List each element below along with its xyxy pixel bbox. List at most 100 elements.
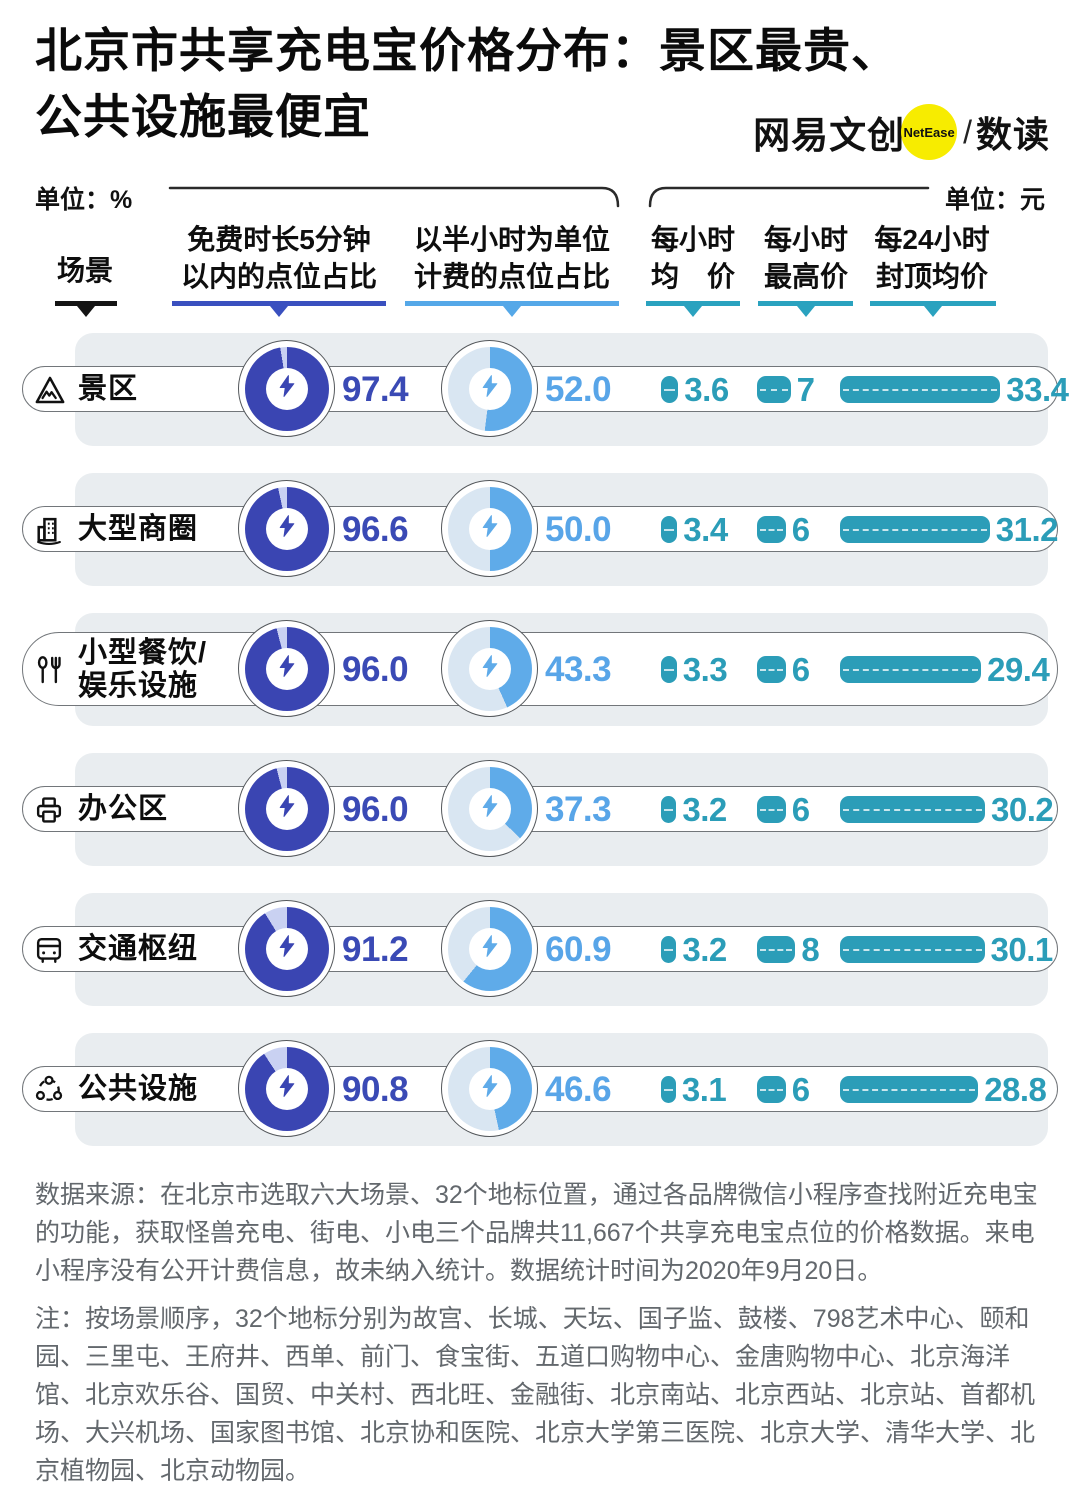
lightning-bolt-icon [275,934,299,963]
group-brackets [168,186,930,208]
pct-half-value: 46.6 [545,1069,612,1109]
price-bar [661,1076,676,1103]
pie-halfhour [441,900,538,997]
hour-avg-bar-group: 3.6 [661,333,729,446]
rule-hour-max [758,301,853,317]
note-text: 注：按场景顺序，32个地标分别为故宫、长城、天坛、国子监、鼓楼、798艺术中心、… [35,1305,1036,1485]
pct-half-value: 52.0 [545,369,612,409]
data-source-text: 数据来源：在北京市选取六大场景、32个地标位置，通过各品牌微信小程序查找附近充电… [35,1181,1038,1285]
scene-row: 小型餐饮/娱乐设施 96.0 43.3 3.3 6 29.4 [0,613,1080,726]
pie-halfhour [441,1040,538,1137]
rule-cap-avg [870,301,996,317]
lightning-bolt-icon [478,934,502,963]
column-header-hour-max: 每小时 最高价 [763,224,848,292]
pct-free-value: 91.2 [342,929,409,969]
rule-free5min [172,301,386,317]
lightning-bolt-icon [275,374,299,403]
column-header-halfhour: 以半小时为单位 计费的点位占比 [413,224,610,292]
scene-row: 公共设施 90.8 46.6 3.1 6 28.8 [0,1033,1080,1146]
price-bar [661,376,679,403]
pie-free5min [238,620,335,717]
lightning-bolt-icon [478,514,502,543]
lightning-bolt-icon [275,1074,299,1103]
scene-row: 办公区 96.0 37.3 3.2 6 30.2 [0,753,1080,866]
price-bar [661,936,677,963]
hour-max-bar-group: 8 [757,893,820,1006]
price-bar [840,936,985,963]
lightning-bolt-icon [275,794,299,823]
scene-label: 小型餐饮/娱乐设施 [78,636,208,702]
rule-halfhour [405,301,619,317]
pct-half-value: 37.3 [545,789,612,829]
hour-max-bar-group: 6 [757,473,810,586]
lightning-bolt-icon [275,514,299,543]
price-bar [757,656,786,683]
pct-free-value: 97.4 [342,369,409,409]
price-value: 6 [791,790,810,828]
netease-badge-icon: NetEase [901,104,958,160]
pie-halfhour [441,760,538,857]
footer: 数据来源：在北京市选取六大场景、32个地标位置，通过各品牌微信小程序查找附近充电… [35,1176,1047,1490]
price-bar [840,516,990,543]
price-value: 33.4 [1006,370,1069,408]
scene-row: 景区 97.4 52.0 3.6 7 33.4 [0,333,1080,446]
price-value: 3.6 [684,370,729,408]
pct-half-value: 60.9 [545,929,612,969]
price-bar [661,656,677,683]
price-value: 3.2 [682,930,727,968]
price-value: 30.2 [991,790,1054,828]
scene-label: 办公区 [78,793,169,825]
hour-avg-bar-group: 3.2 [661,753,727,866]
price-value: 31.2 [995,510,1059,548]
price-value: 29.4 [987,650,1050,688]
printer-icon [33,753,65,866]
price-value: 6 [791,650,810,688]
title-line-1: 北京市共享充电宝价格分布：景区最贵、 [35,24,899,77]
lightning-bolt-icon [275,654,299,683]
price-value: 3.1 [681,1070,727,1108]
hour-max-bar-group: 6 [757,613,810,726]
pct-free-value: 96.6 [342,509,409,549]
dining-icon [33,613,65,726]
bus-icon [33,893,65,1006]
pie-halfhour [441,620,538,717]
logo-product-text: 数读 [975,114,1050,155]
price-bar [840,1076,979,1103]
pct-half-value: 43.3 [545,649,612,689]
hour-max-bar-group: 6 [757,753,810,866]
mountain-icon [33,333,67,446]
rule-scene [55,301,117,317]
price-bar [840,376,1001,403]
hour-max-bar-group: 7 [757,333,815,446]
price-value: 6 [791,510,810,548]
hour-avg-bar-group: 3.3 [661,613,728,726]
price-value: 6 [791,1070,810,1108]
price-bar [661,796,677,823]
logo-separator: / [963,113,972,150]
price-bar [840,656,982,683]
price-bar [757,1076,786,1103]
scene-label: 大型商圈 [78,513,199,545]
hour-max-bar-group: 6 [757,1033,810,1146]
cap-avg-bar-group: 30.1 [840,893,1053,1006]
price-bar [661,516,678,543]
lightning-bolt-icon [478,654,502,683]
rule-hour-avg [646,301,740,317]
cap-avg-bar-group: 31.2 [840,473,1059,586]
lightning-bolt-icon [478,1074,502,1103]
column-header-free5min: 免费时长5分钟 以内的点位占比 [180,224,377,292]
column-header-hour-avg: 每小时 均 价 [650,224,735,292]
scene-label: 交通枢纽 [78,933,199,965]
scene-label: 公共设施 [78,1073,199,1105]
price-bar [757,796,786,823]
title-line-2: 公共设施最便宜 [35,90,371,143]
pct-half-value: 50.0 [545,509,612,549]
pie-free5min [238,900,335,997]
unit-label-percent: 单位：% [35,186,133,214]
column-header-scene: 场景 [40,252,130,289]
pie-free5min [238,480,335,577]
price-value: 3.3 [682,650,728,688]
price-value: 28.8 [984,1070,1047,1108]
column-header-scene-text: 场景 [56,255,113,286]
